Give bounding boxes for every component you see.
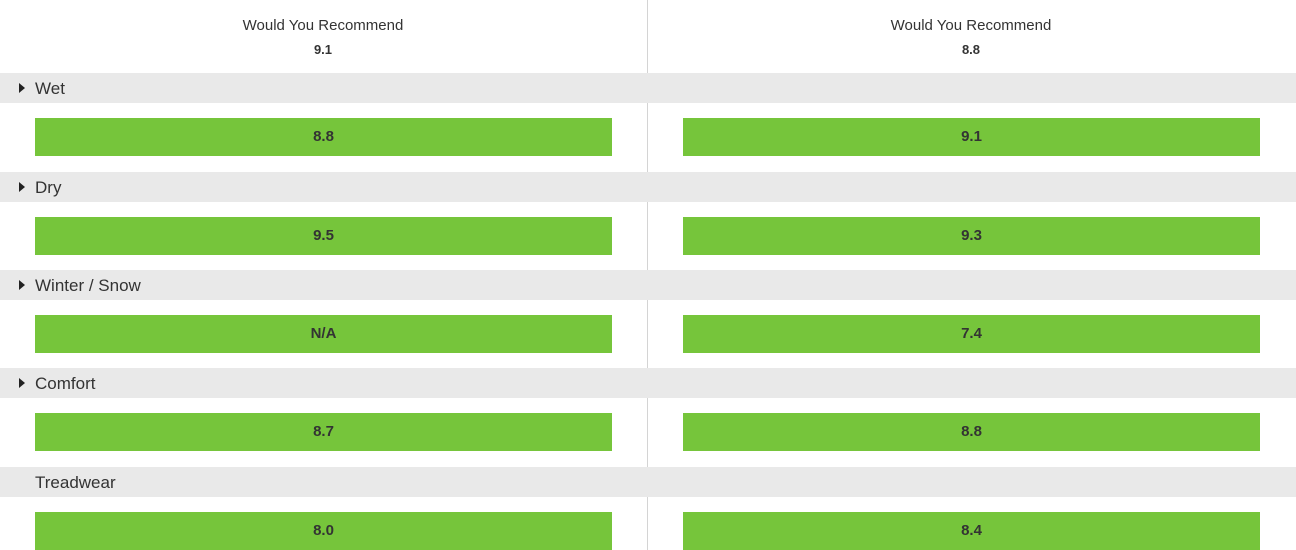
score-bar-comfort-2: 8.8 <box>683 413 1260 451</box>
category-row-comfort[interactable]: Comfort <box>0 368 1296 398</box>
score-bar-wet-2: 9.1 <box>683 118 1260 156</box>
column-header-1: Would You Recommend 9.1 <box>0 0 646 73</box>
caret-right-icon <box>19 378 25 388</box>
category-row-treadwear: Treadwear <box>0 467 1296 497</box>
column-header-score: 8.8 <box>961 42 981 57</box>
category-row-wet[interactable]: Wet <box>0 73 1296 103</box>
score-bar-winter-snow-2: 7.4 <box>683 315 1260 353</box>
score-bar-dry-1: 9.5 <box>35 217 612 255</box>
category-row-dry[interactable]: Dry <box>0 172 1296 202</box>
caret-right-icon <box>19 83 25 93</box>
caret-right-icon <box>19 182 25 192</box>
column-header-label: Would You Recommend <box>890 17 1052 34</box>
score-bar-treadwear-2: 8.4 <box>683 512 1260 550</box>
score-bar-comfort-1: 8.7 <box>35 413 612 451</box>
caret-right-icon <box>19 280 25 290</box>
category-label: Treadwear <box>35 473 116 492</box>
score-bar-dry-2: 9.3 <box>683 217 1260 255</box>
category-label: Dry <box>35 178 62 197</box>
score-bar-winter-snow-1: N/A <box>35 315 612 353</box>
column-header-score: 9.1 <box>313 42 333 57</box>
score-bar-treadwear-1: 8.0 <box>35 512 612 550</box>
category-row-winter-snow[interactable]: Winter / Snow <box>0 270 1296 300</box>
column-header-label: Would You Recommend <box>242 17 404 34</box>
category-label: Comfort <box>35 374 96 393</box>
column-header-2: Would You Recommend 8.8 <box>648 0 1294 73</box>
category-label: Winter / Snow <box>35 276 141 295</box>
score-bar-wet-1: 8.8 <box>35 118 612 156</box>
category-label: Wet <box>35 79 65 98</box>
